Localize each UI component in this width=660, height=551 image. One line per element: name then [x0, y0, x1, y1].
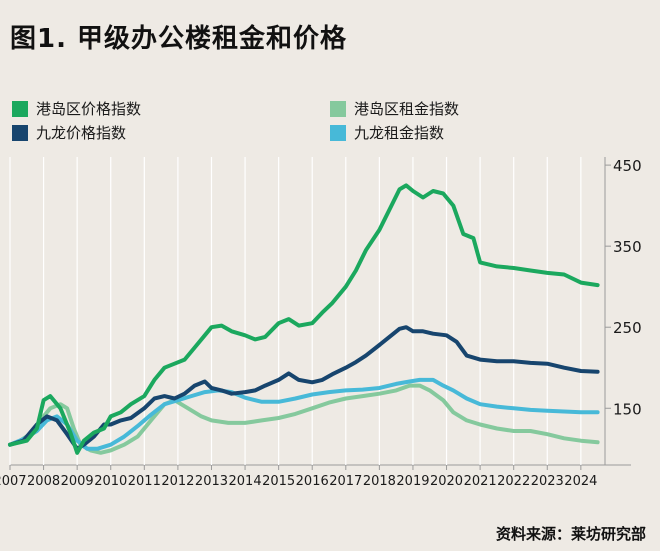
x-tick-label-2022: 2022 — [497, 474, 530, 489]
x-tick-label-2021: 2021 — [464, 474, 497, 489]
source-note: 资料来源：莱坊研究部 — [495, 525, 646, 543]
legend-swatch-hk-price — [12, 100, 28, 117]
legend-label-hk-price: 港岛区价格指数 — [36, 100, 142, 118]
legend-swatch-kln-price — [12, 124, 28, 141]
legend-swatch-kln-rent — [330, 124, 346, 141]
legend-item-kln-rent: 九龙租金指数 — [330, 122, 444, 143]
y-axis-tick-labels: 450 350 250 150 — [613, 157, 642, 418]
x-tick-label-2018: 2018 — [363, 474, 396, 489]
series-line-hk-rent — [8, 383, 600, 455]
y-tick-label-250: 250 — [613, 319, 642, 337]
legend-label-kln-price: 九龙价格指数 — [36, 124, 127, 142]
x-tick-label-2013: 2013 — [195, 474, 228, 489]
series-line-kln-rent — [8, 377, 600, 451]
series-line-hk-price — [8, 183, 600, 455]
x-tick-label-2012: 2012 — [161, 474, 194, 489]
x-tick-label-2014: 2014 — [229, 474, 262, 489]
series-lines — [8, 183, 600, 455]
legend-label-hk-rent: 港岛区租金指数 — [354, 100, 460, 118]
x-tick-label-2023: 2023 — [531, 474, 564, 489]
grid — [9, 157, 631, 470]
x-tick-label-2015: 2015 — [262, 474, 295, 489]
y-tick-label-350: 350 — [613, 238, 642, 256]
legend-item-hk-price: 港岛区价格指数 — [12, 98, 141, 119]
x-tick-label-2019: 2019 — [396, 474, 429, 489]
x-tick-label-2024: 2024 — [564, 474, 597, 489]
chart-title: 图1. 甲级办公楼租金和价格 — [10, 24, 348, 54]
x-tick-label-2007: 2007 — [0, 474, 27, 489]
x-tick-label-2016: 2016 — [296, 474, 329, 489]
x-tick-label-2017: 2017 — [329, 474, 362, 489]
legend-item-hk-rent: 港岛区租金指数 — [330, 98, 459, 119]
legend: 港岛区价格指数 港岛区租金指数 九龙价格指数 九龙租金指数 — [0, 92, 660, 152]
x-tick-label-2008: 2008 — [27, 474, 60, 489]
y-tick-label-150: 150 — [613, 400, 642, 418]
y-tick-label-450: 450 — [613, 157, 642, 175]
legend-label-kln-rent: 九龙租金指数 — [354, 124, 445, 142]
legend-swatch-hk-rent — [330, 100, 346, 117]
x-tick-label-2009: 2009 — [61, 474, 94, 489]
x-tick-label-2010: 2010 — [94, 474, 127, 489]
x-tick-label-2020: 2020 — [430, 474, 463, 489]
x-tick-label-2011: 2011 — [128, 474, 161, 489]
x-axis-tick-labels: 2007200820092010201120122013201420152016… — [0, 474, 597, 489]
legend-item-kln-price: 九龙价格指数 — [12, 122, 126, 143]
